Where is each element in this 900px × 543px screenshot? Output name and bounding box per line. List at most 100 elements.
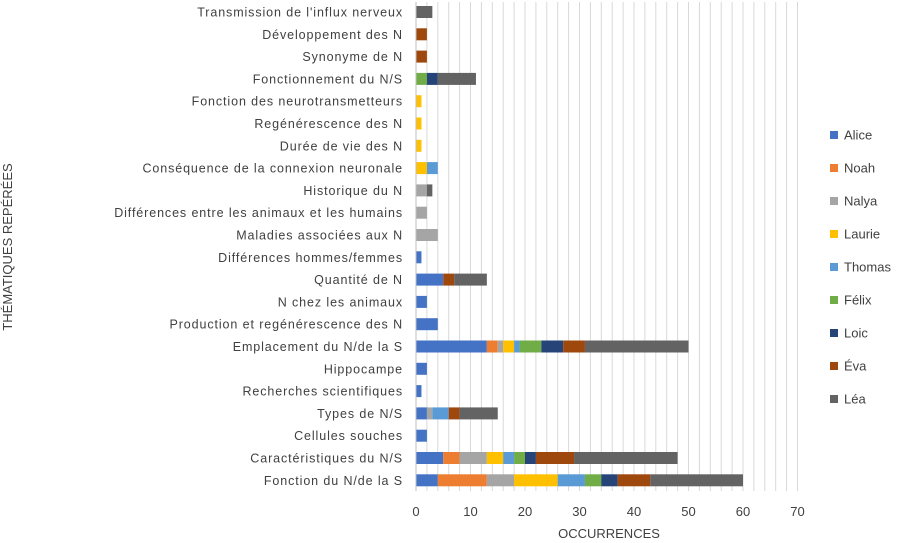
bars	[416, 6, 743, 487]
bar-segment-0-12	[416, 273, 444, 286]
bar-segment-1-20	[443, 452, 460, 464]
category-label: Différences hommes/femmes	[218, 251, 403, 265]
legend-swatch	[830, 395, 838, 403]
legend-label: Noah	[844, 161, 875, 176]
bar-segment-0-11	[416, 251, 422, 264]
bar-segment-3-4	[416, 95, 422, 108]
bar-segment-6-15	[541, 340, 564, 353]
bar-segment-6-21	[601, 474, 618, 487]
bar-segment-0-19	[416, 429, 427, 442]
bar-segment-7-2	[416, 50, 427, 63]
legend-swatch	[830, 197, 838, 205]
bar-segment-4-18	[432, 407, 449, 420]
bar-segment-0-18	[416, 407, 427, 420]
bar-segment-3-5	[416, 117, 422, 130]
bar-segment-5-20	[514, 452, 525, 464]
bar-segment-8-20	[574, 452, 678, 464]
bar-segment-8-18	[459, 407, 498, 420]
bar-segment-0-13	[416, 295, 427, 308]
category-label: Historique du N	[303, 184, 403, 198]
category-label: Emplacement du N/de la S	[233, 340, 403, 354]
category-labels: Transmission de l'influx nerveux Développ…	[114, 6, 404, 488]
bar-segment-0-15	[416, 340, 487, 353]
category-label: N chez les animaux	[278, 295, 403, 309]
bar-segment-2-21	[486, 474, 515, 487]
bar-segment-0-20	[416, 452, 444, 464]
bar-segment-5-3	[416, 72, 427, 85]
bar-segment-4-21	[557, 474, 585, 487]
category-label: Conséquence de la connexion neuronale	[142, 162, 403, 176]
category-label: Types de N/S	[317, 407, 403, 421]
legend-swatch	[830, 164, 838, 172]
legend: Alice Noah Nalya Laurie Thomas Félix Loic Éva Lé…	[830, 128, 891, 407]
x-tick-label: 30	[572, 504, 586, 519]
bar-segment-7-18	[448, 407, 460, 420]
bar-segment-2-8	[416, 184, 427, 197]
bar-segment-3-7	[416, 162, 427, 175]
x-tick-label: 10	[463, 504, 477, 519]
legend-label: Loic	[844, 326, 868, 341]
bar-segment-6-20	[525, 452, 536, 464]
bar-segment-8-12	[454, 273, 487, 286]
bar-segment-7-15	[563, 340, 585, 353]
legend-label: Alice	[844, 128, 872, 143]
category-label: Transmission de l'influx nerveux	[197, 6, 403, 20]
legend-label: Éva	[844, 359, 867, 374]
x-tick-label: 0	[412, 504, 419, 519]
bar-segment-8-0	[416, 6, 433, 18]
x-tick-label: 40	[627, 504, 641, 519]
bar-segment-0-14	[416, 318, 438, 331]
bar-segment-7-12	[443, 273, 455, 286]
legend-swatch	[830, 230, 838, 238]
category-label: Quantité de N	[314, 273, 403, 287]
bar-segment-6-3	[426, 72, 438, 85]
category-label: Durée de vie des N	[280, 139, 403, 153]
legend-swatch	[830, 131, 838, 139]
legend-swatch	[830, 362, 838, 370]
bar-segment-2-18	[426, 407, 433, 420]
bar-segment-0-17	[416, 385, 422, 398]
x-axis-title: OCCURRENCES	[558, 526, 660, 541]
category-label: Hippocampe	[324, 362, 403, 376]
category-label: Cellules souches	[294, 429, 403, 443]
category-label: Développement des N	[262, 28, 403, 42]
category-label: Caractéristiques du N/S	[250, 452, 403, 466]
x-tick-label: 20	[518, 504, 532, 519]
bar-segment-8-3	[437, 72, 476, 85]
category-label: Différences entre les animaux et les hum…	[114, 206, 403, 220]
x-tick-label: 70	[790, 504, 804, 519]
bar-segment-4-15	[514, 340, 520, 353]
category-label: Synonyme de N	[302, 50, 403, 64]
category-label: Production et regénérescence des N	[170, 318, 404, 332]
bar-segment-8-21	[650, 474, 743, 487]
bar-segment-4-7	[426, 162, 438, 175]
legend-label: Léa	[844, 392, 866, 407]
gridlines	[426, 2, 798, 491]
category-label: Fonction des neurotransmetteurs	[192, 95, 403, 109]
legend-label: Nalya	[844, 194, 878, 209]
x-tick-label: 60	[736, 504, 750, 519]
bar-segment-5-21	[584, 474, 602, 487]
legend-label: Thomas	[844, 260, 891, 275]
bar-segment-7-21	[617, 474, 651, 487]
bar-segment-1-15	[486, 340, 498, 353]
bar-segment-1-21	[437, 474, 487, 487]
legend-label: Félix	[844, 293, 872, 308]
bar-segment-2-9	[416, 206, 427, 219]
bar-segment-3-6	[416, 139, 422, 152]
category-label: Maladies associées aux N	[236, 229, 403, 243]
y-axis-title: THÉMATIQUES REPÉRÉES	[0, 163, 15, 331]
category-label: Fonction du N/de la S	[264, 474, 403, 488]
bar-segment-5-15	[519, 340, 542, 353]
category-label: Regénérescence des N	[254, 117, 403, 131]
bar-segment-7-1	[416, 28, 427, 41]
legend-swatch	[830, 263, 838, 271]
bar-segment-2-20	[459, 452, 487, 464]
legend-label: Laurie	[844, 227, 880, 242]
legend-swatch	[830, 296, 838, 304]
bar-segment-0-16	[416, 362, 427, 375]
bar-segment-3-20	[486, 452, 504, 464]
legend-swatch	[830, 329, 838, 337]
bar-segment-3-21	[514, 474, 558, 487]
